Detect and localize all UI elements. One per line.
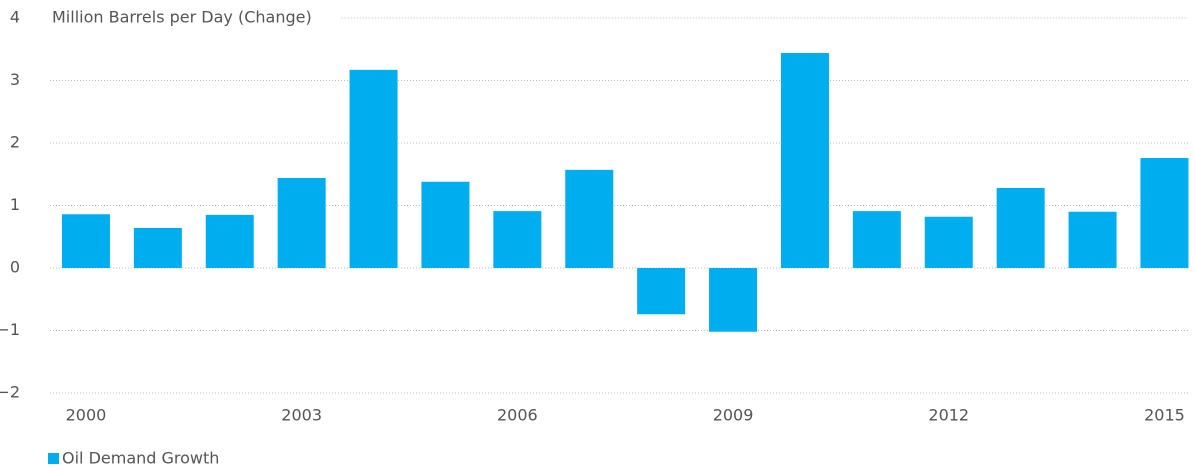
- x-tick-label: 2003: [281, 406, 322, 425]
- bar: [924, 216, 973, 268]
- y-tick-label: 1: [10, 195, 20, 214]
- bar: [277, 178, 326, 268]
- x-tick-label: 2015: [1144, 406, 1185, 425]
- y-tick-label: 0: [10, 258, 20, 277]
- bar: [1068, 211, 1117, 268]
- y-tick-label: 3: [10, 70, 20, 89]
- bar: [637, 268, 686, 315]
- x-tick-label: 2006: [497, 406, 538, 425]
- bar: [205, 214, 254, 268]
- bar: [133, 228, 182, 268]
- bar: [709, 268, 758, 332]
- bar: [61, 214, 110, 268]
- legend-label: Oil Demand Growth: [62, 449, 219, 468]
- y-tick-label: −2: [0, 383, 20, 402]
- bar: [493, 211, 542, 268]
- bar: [421, 181, 470, 268]
- y-tick-label: −1: [0, 320, 20, 339]
- y-tick-label: 4: [10, 8, 20, 27]
- x-tick-label: 2009: [713, 406, 754, 425]
- bar: [1140, 158, 1189, 268]
- x-tick-label: 2012: [928, 406, 969, 425]
- y-axis-label: Million Barrels per Day (Change): [52, 8, 312, 27]
- legend-swatch: [48, 453, 59, 464]
- bar: [780, 53, 829, 268]
- bar: [565, 169, 614, 268]
- bar: [349, 69, 398, 268]
- bar: [996, 188, 1045, 268]
- x-tick-label: 2000: [66, 406, 107, 425]
- bar: [852, 211, 901, 268]
- y-tick-label: 2: [10, 133, 20, 152]
